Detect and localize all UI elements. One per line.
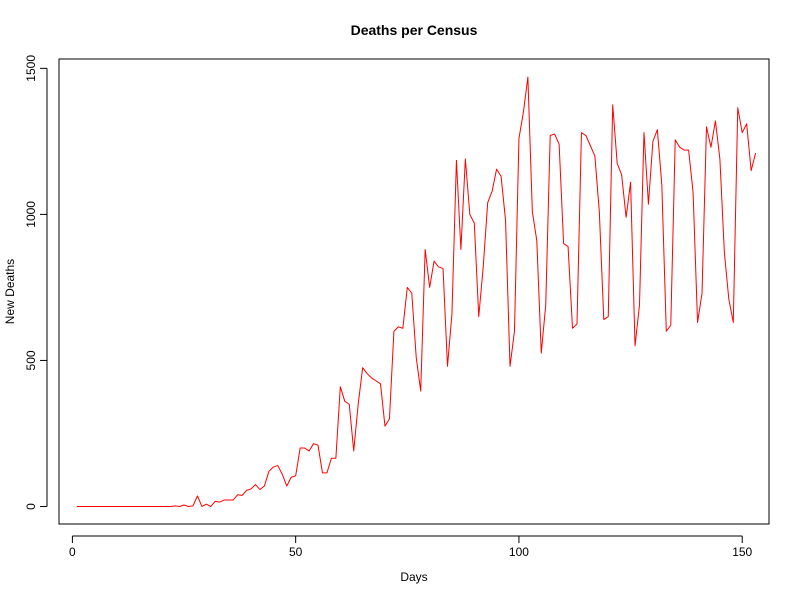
y-tick-label: 500	[24, 350, 38, 370]
y-tick-label: 1500	[24, 55, 38, 82]
series-layer	[76, 76, 757, 507]
plot-frame	[58, 58, 770, 525]
x-tick-label: 0	[69, 545, 76, 559]
x-tick-label: 100	[509, 545, 529, 559]
x-tick-label: 150	[732, 545, 752, 559]
series-line	[76, 76, 757, 507]
x-axis-label: Days	[400, 570, 427, 584]
y-axis-label: New Deaths	[3, 259, 17, 324]
y-tick-label: 0	[24, 503, 38, 510]
y-tick-label: 1000	[24, 201, 38, 228]
chart-title: Deaths per Census	[351, 22, 478, 38]
x-tick-label: 50	[289, 545, 303, 559]
y-axis: 0 500 1000 1500	[24, 55, 48, 510]
x-axis: 0 50 100 150	[69, 535, 753, 559]
